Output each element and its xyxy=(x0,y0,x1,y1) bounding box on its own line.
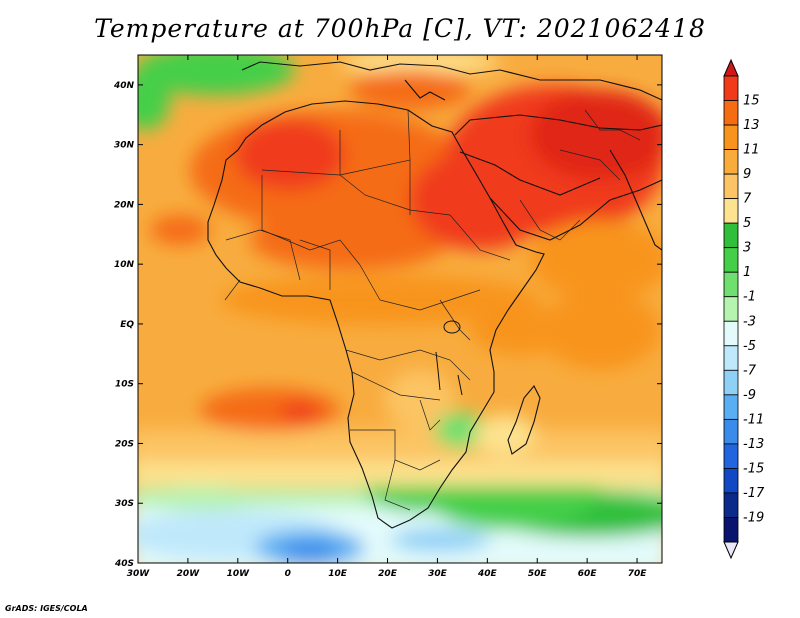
lat-label: 10N xyxy=(114,260,135,270)
colorbar-label: -3 xyxy=(743,314,756,329)
colorbar-label: -7 xyxy=(743,363,757,378)
colorbar-swatch xyxy=(723,149,739,175)
coastlines xyxy=(207,61,662,529)
colorbar-label: 11 xyxy=(743,143,760,158)
lon-label: 20W xyxy=(177,569,201,579)
colorbar-label: 7 xyxy=(743,192,752,207)
colorbar-label: 13 xyxy=(743,118,760,133)
colorbar-swatch xyxy=(723,271,739,298)
lat-label: 30N xyxy=(114,141,135,151)
lat-label: 30S xyxy=(115,499,134,509)
colorbar-swatch xyxy=(723,517,739,543)
lon-label: 10W xyxy=(227,569,251,579)
lon-label: 50E xyxy=(528,569,548,579)
lon-label: 0 xyxy=(285,569,291,579)
colorbar-swatch xyxy=(723,345,739,371)
map-frame xyxy=(137,54,663,564)
colorbar-bottom-arrow xyxy=(723,541,739,560)
lon-label: 60E xyxy=(578,569,598,579)
lat-label: 20N xyxy=(114,200,135,210)
colorbar-swatch xyxy=(723,296,739,322)
lat-label: 20S xyxy=(115,439,134,449)
map-title: Temperature at 700hPa [C], VT: 202106241… xyxy=(94,14,706,43)
colorbar-label: 15 xyxy=(743,94,760,109)
lon-label: 70E xyxy=(628,569,648,579)
colorbar-swatch xyxy=(723,369,739,396)
colorbar-label: -9 xyxy=(743,388,756,403)
lon-label: 10E xyxy=(328,569,348,579)
colorbar-label: 5 xyxy=(743,216,751,231)
colorbar-swatch xyxy=(723,320,739,347)
lat-label: 40S xyxy=(114,559,134,569)
colorbar-swatch xyxy=(723,173,739,200)
colorbar-label: -15 xyxy=(743,461,764,476)
country-borders xyxy=(224,109,641,511)
colorbar-label: -11 xyxy=(743,412,764,427)
colorbar: 15 13 11 9 7 5 3 1 -1 -3 -5 -7 -9 -11 -13 -15 -17 -19 xyxy=(723,58,765,560)
lon-label: 20E xyxy=(378,569,398,579)
colorbar-swatch xyxy=(723,394,739,420)
colorbar-swatch xyxy=(723,75,739,101)
colorbar-label: -19 xyxy=(743,510,764,525)
footer-credit: GrADS: IGES/COLA xyxy=(5,604,88,613)
latitude-axis: 40N 30N 20N 10N EQ 10S 20S 30S 40S xyxy=(113,81,662,569)
colorbar-swatch xyxy=(723,100,739,126)
temperature-field xyxy=(138,55,662,563)
lat-label: 40N xyxy=(113,81,135,91)
colorbar-swatch xyxy=(723,418,739,445)
longitude-axis: 30W 20W 10W 0 10E 20E 30E 40E 50E 60E 70E xyxy=(127,55,647,579)
lon-label: 30E xyxy=(428,569,448,579)
colorbar-swatch xyxy=(723,443,739,469)
colorbar-swatch xyxy=(723,247,739,273)
colorbar-swatch xyxy=(723,492,739,518)
colorbar-label: -17 xyxy=(743,486,765,501)
colorbar-label: -13 xyxy=(743,437,764,452)
colorbar-swatch xyxy=(723,468,739,494)
colorbar-label: 9 xyxy=(743,167,751,182)
colorbar-top-arrow xyxy=(723,58,739,77)
lat-label: EQ xyxy=(120,320,134,330)
colorbar-label: -1 xyxy=(743,290,756,305)
colorbar-swatch xyxy=(723,124,739,150)
colorbar-label: 1 xyxy=(743,265,751,280)
colorbar-label: 3 xyxy=(743,241,751,256)
lon-label: 30W xyxy=(127,569,151,579)
lakes xyxy=(435,320,463,396)
lon-label: 40E xyxy=(477,569,498,579)
lat-label: 10S xyxy=(115,380,134,390)
colorbar-swatch xyxy=(723,198,739,224)
colorbar-swatch xyxy=(723,222,739,249)
colorbar-label: -5 xyxy=(743,339,756,354)
